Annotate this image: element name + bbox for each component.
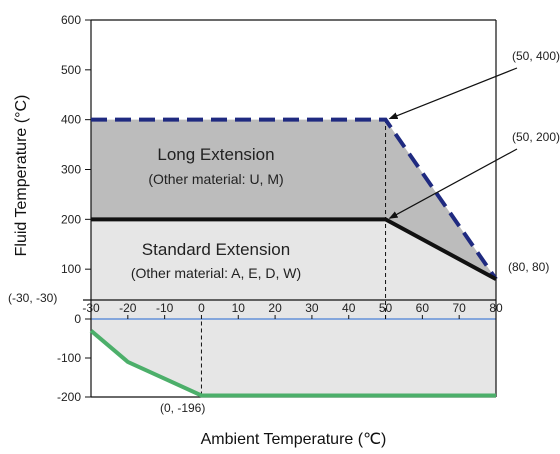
x-tick-label: 10 <box>232 301 246 315</box>
annotation-label: (0, -196) <box>160 401 205 415</box>
series-line-2 <box>89 329 496 398</box>
x-tick-label: 70 <box>453 301 467 315</box>
annotation-label: (50, 400) <box>512 49 560 63</box>
x-tick-label: 0 <box>198 301 205 315</box>
x-tick-label: -30 <box>82 301 100 315</box>
y-tick-label: 200 <box>61 212 81 226</box>
y-tick-label: 500 <box>61 63 81 77</box>
labels-layer: Long Extension (Other material: U, M) Stan… <box>8 49 560 415</box>
series-line-0 <box>91 117 498 281</box>
annotation-label: (-30, -30) <box>8 291 57 305</box>
x-tick-label: 30 <box>305 301 319 315</box>
x-tick-label: -20 <box>119 301 137 315</box>
region-label-title: Standard Extension <box>142 240 290 259</box>
y-axis-title: Fluid Temperature (°C) <box>13 95 30 257</box>
y-tick-label: 400 <box>61 113 81 127</box>
region-label-subtitle: (Other material: A, E, D, W) <box>131 265 301 281</box>
y-tick-label: -100 <box>57 351 81 365</box>
x-tick-label: 80 <box>489 301 503 315</box>
x-tick-label: 40 <box>342 301 356 315</box>
annotation-arrow <box>388 148 518 219</box>
region-label-title: Long Extension <box>157 145 274 164</box>
x-tick-label: 60 <box>416 301 430 315</box>
x-tick-label: 50 <box>379 301 393 315</box>
regions-layer <box>91 119 496 396</box>
series-line-1 <box>91 217 497 281</box>
annotation-label: (80, 80) <box>508 260 549 274</box>
x-axis-title: Ambient Temperature (℃) <box>201 431 387 448</box>
y-tick-label: 100 <box>61 262 81 276</box>
series-layer <box>89 117 498 398</box>
annotation-label: (50, 200) <box>512 130 560 144</box>
region-1 <box>91 219 496 396</box>
y-tick-label: 300 <box>61 163 81 177</box>
x-tick-label: 20 <box>268 301 282 315</box>
y-tick-label: 600 <box>61 13 81 27</box>
region-label-subtitle: (Other material: U, M) <box>148 171 283 187</box>
region-0 <box>91 119 496 280</box>
y-tick-label: -200 <box>57 390 81 404</box>
x-tick-label: -10 <box>156 301 174 315</box>
annotation-arrow <box>388 67 518 120</box>
y-tick-label: 0 <box>74 312 81 326</box>
